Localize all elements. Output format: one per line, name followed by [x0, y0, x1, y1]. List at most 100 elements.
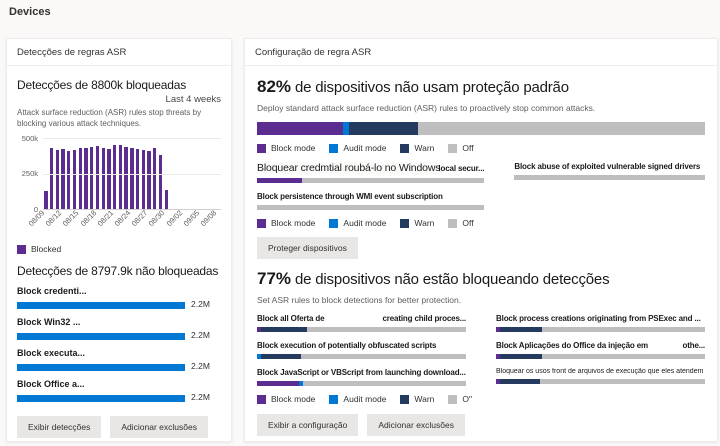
- rule-title: Block abuse of exploited vulnerable sign…: [514, 162, 701, 171]
- rule-title: Bloquear credmtial roubá-lo no Windows: [257, 162, 443, 174]
- audit-segment: [298, 381, 303, 386]
- x-axis-label: 08/30: [147, 208, 167, 229]
- audit-mode-swatch: [329, 218, 339, 228]
- protect-devices-button[interactable]: Proteger dispositivos: [257, 237, 358, 259]
- warn-mode-swatch: [400, 394, 410, 404]
- rule-mode-bar: [257, 205, 485, 210]
- chart-bar: [164, 190, 168, 210]
- block-mode-swatch: [257, 218, 266, 228]
- rule-title: Block persistence through WMI event subs…: [257, 192, 443, 201]
- chart-bar-slot: [77, 138, 83, 210]
- rule-title-continued: creating child proces...: [382, 314, 466, 323]
- chart-bar: [55, 149, 59, 210]
- add-exclusions-button[interactable]: Adicionar exclusões: [110, 416, 208, 439]
- off-segment: [302, 381, 466, 386]
- chart-bar-slot: [118, 138, 124, 210]
- asr-rule-item: Block execution of potentially obfuscate…: [257, 341, 466, 359]
- add-exclusions-button[interactable]: Adicionar exclusões: [367, 414, 465, 436]
- chart-bar: [44, 190, 48, 210]
- page-title: Devices: [9, 6, 51, 18]
- chart-bar-slot: [89, 138, 95, 210]
- chart-bar-slot: [100, 138, 106, 210]
- y-axis-label: 500k: [21, 134, 38, 144]
- detections-bar: [17, 395, 185, 403]
- chart-bar-slot: [215, 138, 221, 209]
- rule-label: Block Win32 ...: [17, 317, 81, 328]
- chart-bar: [124, 146, 128, 210]
- x-axis-label: 09/08: [198, 208, 219, 229]
- y-axis: 500k 250k 0: [17, 134, 43, 214]
- chart-bar: [130, 148, 134, 210]
- detections-bar-fill: [17, 302, 185, 310]
- rule-title-remnant: local secur...: [438, 164, 485, 173]
- chart-bar-slot: [66, 138, 72, 210]
- blocking-rules-grid: Block all Oferta de creating child proces…: [257, 314, 705, 386]
- chart-bar: [67, 151, 71, 210]
- x-axis-label: 08/27: [129, 208, 150, 229]
- detections-bar: [17, 364, 185, 372]
- unblocked-detections-list: Block credenti... 2.2M Block Win32 ... 2.2M…: [17, 286, 221, 403]
- unblocked-detection-row: Block Win32 ... 2.2M: [17, 317, 221, 341]
- detections-bar-fill: [17, 364, 185, 372]
- rule-title: Block Aplicações do Office da injeção em: [496, 341, 648, 350]
- asr-rule-item: Block process creations originating from…: [496, 314, 705, 332]
- x-axis-label: 08/24: [112, 208, 133, 229]
- standard-protection-stat: 82%: [257, 77, 292, 96]
- chart-bar-slot: [123, 138, 129, 210]
- report-period: Last 4 weeks: [165, 94, 221, 105]
- warn-mode-swatch: [400, 143, 410, 153]
- asr-rule-item: Block Aplicações do Office da injeção em…: [496, 341, 705, 359]
- off-segment: [300, 354, 466, 359]
- view-detections-button[interactable]: Exibir detecções: [17, 416, 102, 439]
- rule-title: Block execution of potentially obfuscate…: [257, 341, 437, 350]
- x-axis-label: 09/05: [181, 208, 202, 229]
- chart-bar-slot: [129, 138, 135, 210]
- chart-bar-slot: [163, 138, 169, 210]
- x-axis-label: 09/02: [164, 208, 184, 229]
- asr-rule-item: Bloquear os usos front de arquivos de ex…: [496, 368, 705, 386]
- chart-bar-slot: [43, 138, 49, 210]
- blocked-detections-title: Detecções de 8800k bloqueadas: [17, 78, 186, 92]
- rule-title: Block process creations originating from…: [496, 314, 701, 323]
- block-segment: [257, 327, 262, 332]
- chart-bar: [158, 155, 163, 210]
- chart-bar: [147, 151, 151, 210]
- rule-label: Block credenti...: [17, 286, 87, 297]
- warn-segment: [500, 354, 542, 359]
- chart-bar-slot: [83, 138, 89, 210]
- view-configuration-button[interactable]: Exibir a configuração: [257, 414, 359, 436]
- audit-segment: [257, 354, 262, 359]
- off-segment: [541, 354, 705, 359]
- rule-title: Block all Oferta de: [257, 314, 325, 323]
- rule-label: Block executa...: [17, 348, 86, 359]
- blocking-detections-headline: 77% de dispositivos não estão bloqueando…: [257, 269, 610, 288]
- chart-bar-slot: [146, 138, 152, 210]
- asr-rule-item: Block all Oferta de creating child proces…: [257, 314, 466, 332]
- chart-bar-slot: [72, 138, 78, 210]
- chart-bar-slot: [60, 138, 66, 210]
- chart-bar: [107, 149, 111, 210]
- detections-count: 2.2M: [191, 361, 210, 372]
- warn-segment: [261, 327, 308, 332]
- blocking-detections-description: Set ASR rules to block detections for be…: [257, 295, 462, 305]
- chart-bar: [135, 149, 140, 210]
- off-segment: [539, 379, 705, 384]
- x-axis-label: 08/18: [78, 208, 98, 229]
- block-segment: [257, 122, 344, 135]
- unblocked-detections-title: Detecções de 8797.9k não bloqueadas: [17, 264, 219, 279]
- rule-mode-bar: [496, 354, 705, 359]
- off-segment: [418, 122, 705, 135]
- blocking-detections-stat: 77%: [257, 269, 292, 288]
- audit-mode-swatch: [329, 394, 339, 404]
- asr-detections-card-header: Detecções de regras ASR: [7, 39, 231, 66]
- audit-mode-swatch: [329, 143, 339, 153]
- asr-rule-item: Bloquear credmtial roubá-lo no Windows lo…: [257, 162, 485, 183]
- chart-legend: Blocked: [17, 244, 221, 254]
- chart-bar-slot: [54, 138, 60, 210]
- chart-bar: [153, 148, 157, 210]
- unblocked-detection-row: Block credenti... 2.2M: [17, 286, 221, 310]
- detections-bar-fill: [17, 333, 185, 341]
- standard-protection-description: Deploy standard attack surface reduction…: [257, 103, 596, 113]
- chart-bar-slot: [106, 138, 112, 210]
- standard-protection-bar: [257, 122, 705, 135]
